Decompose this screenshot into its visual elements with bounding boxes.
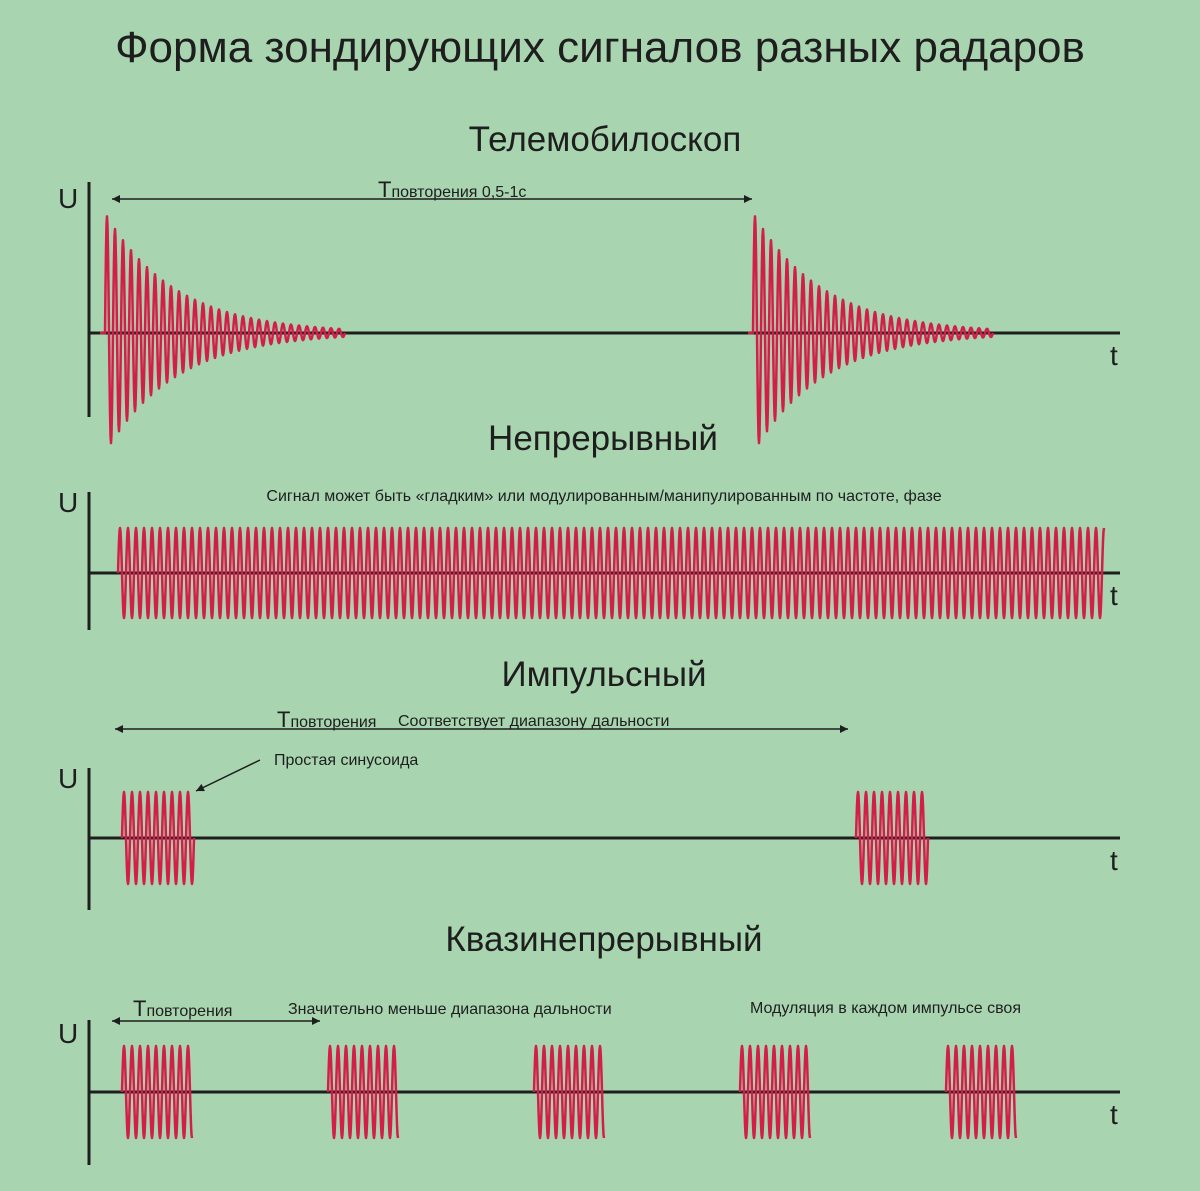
- section-title: Телемобилоскоп: [469, 120, 742, 159]
- section-continuous: Непрерывный U t Сигнал может быть «гладк…: [58, 419, 1120, 630]
- section-quasi-continuous: Квазинепрерывный U t Tповторения Значите…: [58, 920, 1120, 1165]
- range-note: Соответствует диапазону дальности: [398, 713, 669, 730]
- range-note: Значительно меньше диапазона дальности: [288, 1001, 612, 1018]
- damped-pulse-wave: [748, 215, 995, 445]
- section-pulsed: Импульсный U t Tповторения Соответствует…: [58, 655, 1120, 910]
- period-label: Tповторения: [277, 707, 376, 732]
- u-axis-label: U: [58, 183, 78, 214]
- modulation-note: Модуляция в каждом импульсе своя: [750, 1000, 1021, 1017]
- u-axis-label: U: [58, 487, 78, 518]
- section-title: Непрерывный: [488, 419, 718, 458]
- pulse-burst: [120, 1044, 194, 1140]
- section-telemobiloscope: Телемобилоскоп U t Tповторения 0,5-1с: [58, 120, 1120, 445]
- continuous-wave: [116, 526, 1106, 620]
- pulse-burst: [326, 1044, 400, 1140]
- main-title: Форма зондирующих сигналов разных радаро…: [115, 23, 1085, 72]
- sine-pointer-arrow: [195, 759, 261, 792]
- sine-note: Простая синусоида: [274, 752, 418, 769]
- damped-pulse-wave: [100, 215, 347, 445]
- pulse-burst: [532, 1044, 606, 1140]
- u-axis-label: U: [58, 763, 78, 794]
- t-axis-label: t: [1110, 340, 1118, 371]
- section-title: Квазинепрерывный: [445, 920, 762, 959]
- t-axis-label: t: [1110, 845, 1118, 876]
- pulse-burst: [854, 790, 930, 886]
- t-axis-label: t: [1110, 1099, 1118, 1130]
- pulse-burst: [944, 1044, 1018, 1140]
- period-label: Tповторения 0,5-1с: [378, 177, 526, 202]
- pulse-burst: [120, 790, 196, 886]
- u-axis-label: U: [58, 1018, 78, 1049]
- pulse-burst: [738, 1044, 812, 1140]
- continuous-note: Сигнал может быть «гладким» или модулиро…: [266, 488, 941, 505]
- period-label: Tповторения: [133, 996, 232, 1021]
- section-title: Импульсный: [501, 655, 706, 694]
- t-axis-label: t: [1110, 580, 1118, 611]
